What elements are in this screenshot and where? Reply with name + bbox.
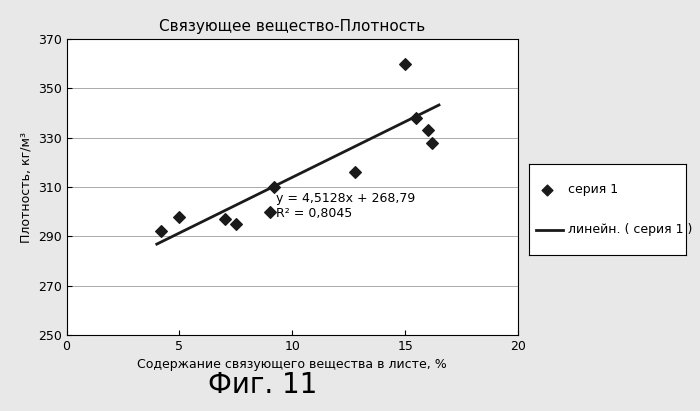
Point: [400, 60, 411, 67]
Point: [542, 187, 553, 193]
Point: [422, 127, 433, 134]
Point: [155, 228, 167, 235]
X-axis label: Содержание связующего вещества в листе, %: Содержание связующего вещества в листе, …: [137, 358, 447, 372]
Point: [411, 115, 422, 121]
Text: y = 4,5128x + 268,79
R² = 0,8045: y = 4,5128x + 268,79 R² = 0,8045: [276, 192, 416, 220]
Point: [174, 213, 185, 220]
Point: [269, 184, 280, 190]
Point: [426, 139, 438, 146]
Point: [264, 208, 275, 215]
Text: серия 1: серия 1: [568, 183, 618, 196]
Text: Фиг. 11: Фиг. 11: [208, 371, 317, 399]
Y-axis label: Плотность, кг/м³: Плотность, кг/м³: [19, 132, 32, 242]
Point: [350, 169, 361, 175]
Point: [219, 216, 230, 222]
Text: линейн. ( серия 1 ): линейн. ( серия 1 ): [568, 223, 692, 236]
Title: Связующее вещество-Плотность: Связующее вещество-Плотность: [159, 19, 426, 34]
Point: [230, 221, 241, 227]
